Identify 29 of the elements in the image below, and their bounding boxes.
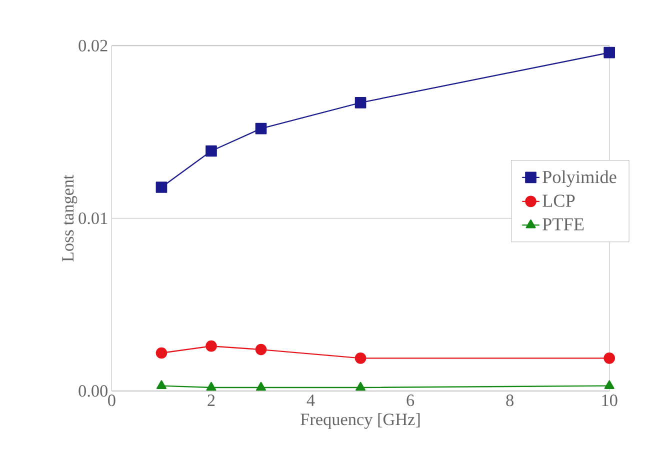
y-tick-label: 0.00 — [78, 385, 108, 397]
x-tick-label: 8 — [506, 394, 514, 406]
point — [356, 382, 366, 391]
point — [206, 145, 217, 157]
x-tick-label: 4 — [306, 394, 315, 406]
point — [256, 382, 266, 391]
point — [604, 46, 616, 58]
point — [255, 122, 267, 134]
point — [156, 182, 168, 193]
legend-label: PTFE — [542, 218, 584, 230]
x-axis-title: Frequency [GHz] — [300, 413, 420, 429]
point — [604, 380, 614, 389]
point — [156, 347, 168, 359]
x-tick-label: 0 — [108, 394, 116, 406]
point — [206, 382, 216, 391]
x-tick-label: 10 — [602, 394, 618, 406]
point — [604, 352, 616, 364]
y-axis-title: Loss tangent — [62, 174, 78, 262]
y-tick-label: 0.02 — [78, 40, 108, 52]
point — [354, 352, 366, 364]
legend-label: LCP — [542, 194, 575, 207]
point — [255, 344, 267, 356]
legend-label: Polyimide — [542, 170, 616, 187]
point — [354, 96, 366, 108]
point — [156, 380, 166, 389]
y-tick-label: 0.01 — [78, 212, 108, 224]
x-tick-label: 2 — [208, 394, 215, 406]
x-tick-label: 6 — [406, 394, 414, 406]
point — [206, 340, 217, 352]
